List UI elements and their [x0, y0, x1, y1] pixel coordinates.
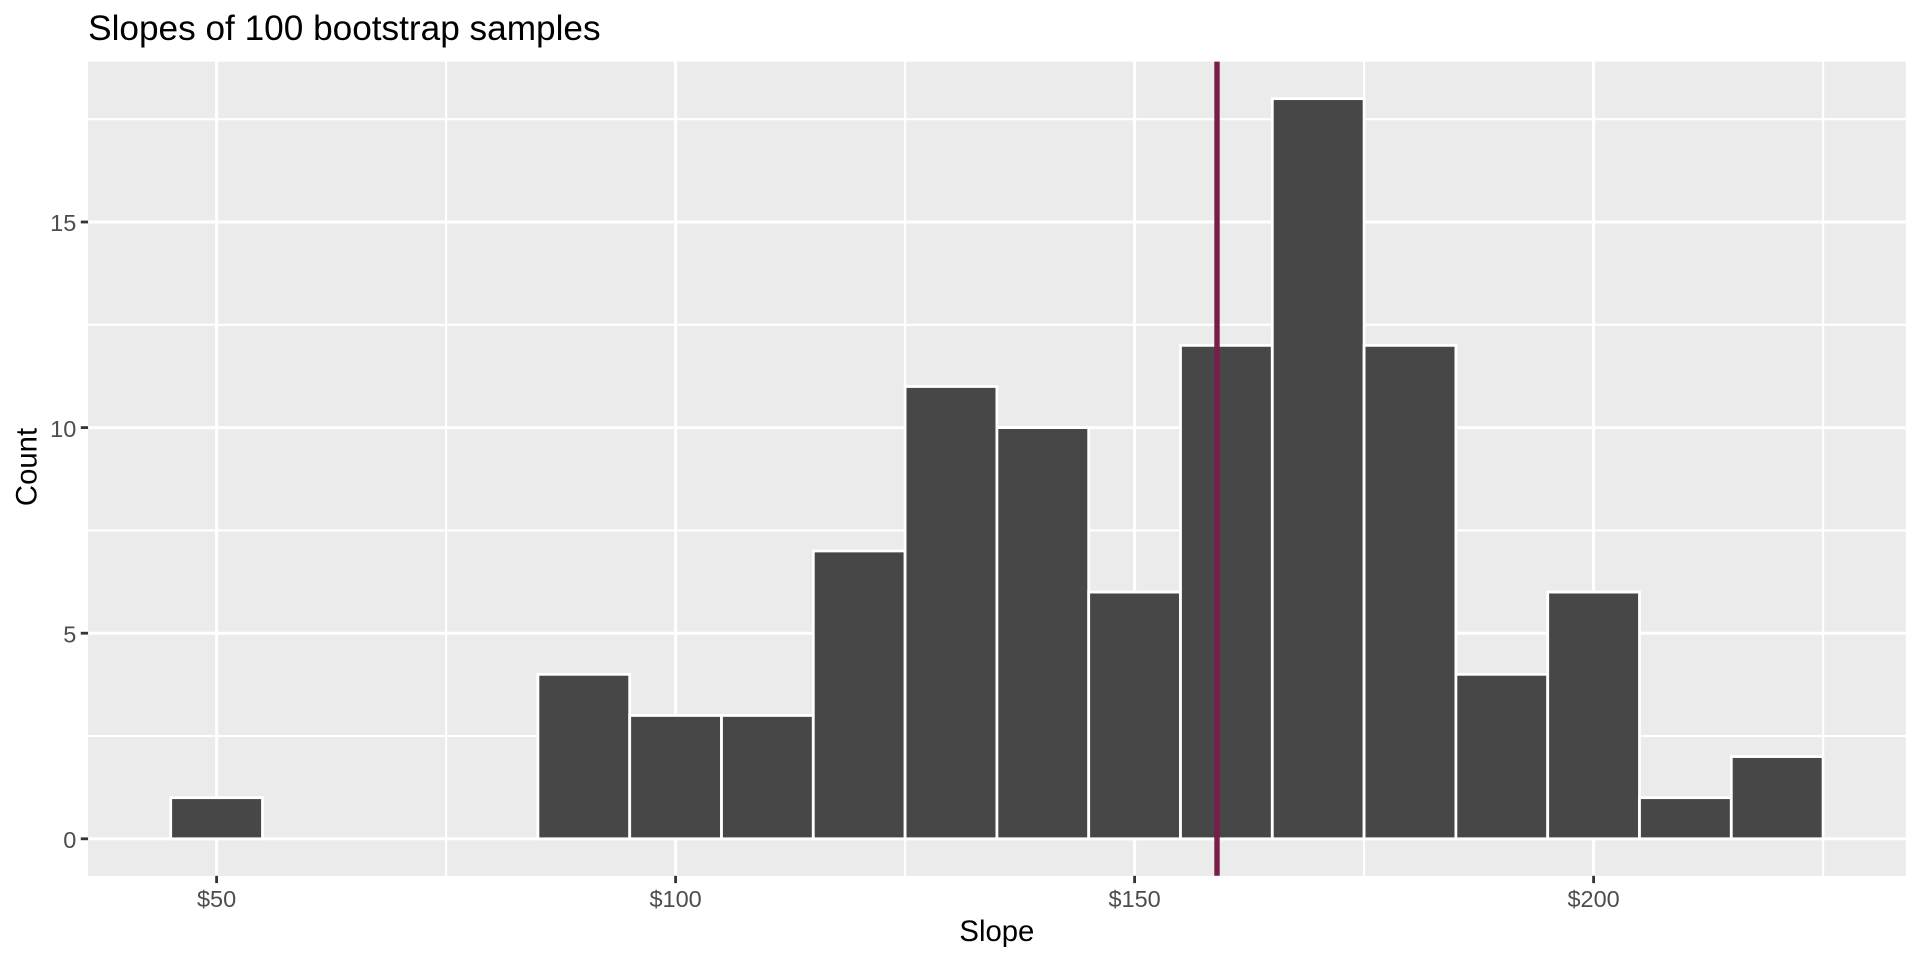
svg-text:15: 15	[50, 210, 76, 236]
svg-text:10: 10	[50, 416, 76, 442]
svg-text:$200: $200	[1567, 886, 1619, 912]
svg-text:$50: $50	[197, 886, 236, 912]
svg-text:$150: $150	[1108, 886, 1160, 912]
svg-text:0: 0	[63, 827, 76, 853]
svg-text:Count: Count	[11, 428, 44, 506]
svg-text:$100: $100	[649, 886, 701, 912]
svg-text:Slopes of 100 bootstrap sample: Slopes of 100 bootstrap samples	[88, 9, 601, 48]
svg-text:Slope: Slope	[959, 915, 1034, 948]
svg-text:5: 5	[63, 621, 76, 647]
